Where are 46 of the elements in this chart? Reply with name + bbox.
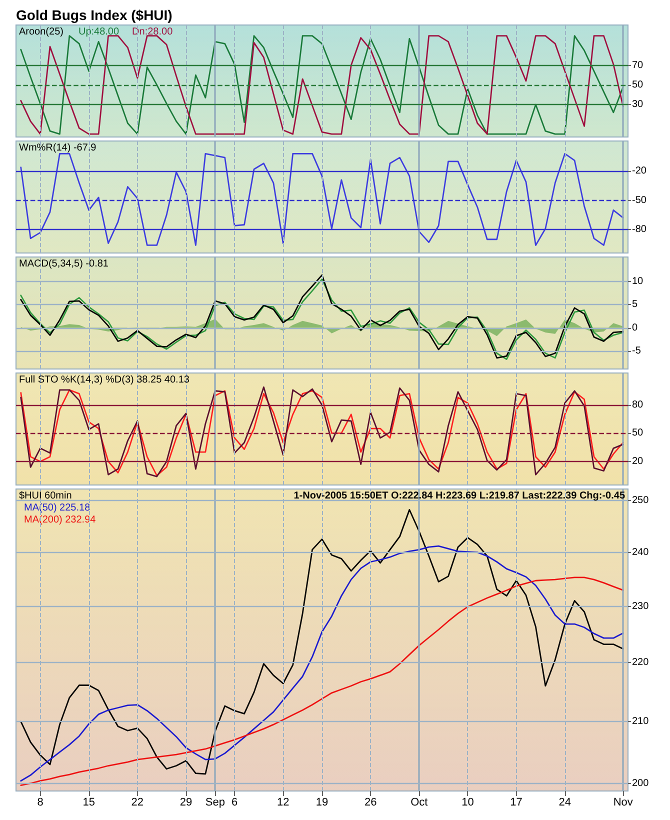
- x-tick-label: 15: [82, 796, 95, 808]
- chart-subtitle: Full STO %K(14,3) %D(3) 38.25 40.13: [19, 374, 190, 386]
- series-label: Up:48.00: [78, 26, 120, 38]
- chart-subtitle: Wm%R(14) -67.9: [19, 142, 97, 154]
- y-tick-label: -20: [632, 166, 647, 177]
- y-tick-label: 70: [632, 60, 644, 71]
- y-tick-label: 80: [632, 400, 644, 410]
- y-tick-label: 50: [632, 79, 644, 90]
- y-tick-label: 220: [632, 657, 650, 668]
- chart-subtitle: $HUI 60min: [19, 490, 72, 502]
- y-tick-label: 210: [632, 716, 650, 728]
- y-tick-label: 240: [632, 546, 650, 558]
- x-tick-label: 22: [131, 796, 144, 808]
- y-tick-label: 5: [632, 299, 638, 310]
- x-tick-label: Nov: [613, 796, 634, 808]
- y-tick-label: 0: [632, 322, 638, 334]
- chart-subtitle: Aroon(25): [19, 26, 64, 38]
- y-tick-label: -80: [632, 224, 647, 236]
- y-tick-label: -50: [632, 194, 647, 206]
- y-tick-label: 20: [632, 456, 644, 467]
- x-tick-label: 24: [558, 796, 571, 808]
- y-tick-label: 10: [632, 276, 644, 288]
- x-tick-label: 10: [462, 796, 474, 808]
- annotation: 1-Nov-2005 15:50ET O:222.84 H:223.69 L:219.87 Last:222.39 Chg:-0.45: [294, 490, 626, 502]
- x-tick-label: 17: [510, 796, 522, 808]
- x-tick-label: Sep: [205, 796, 225, 808]
- chart-title: Gold Bugs Index ($HUI): [16, 7, 172, 23]
- x-tick-label: Oct: [410, 796, 428, 808]
- x-tick-label: 8: [37, 796, 44, 808]
- y-tick-label: 30: [632, 99, 644, 110]
- x-tick-label: 6: [232, 796, 238, 808]
- x-tick-label: 26: [364, 796, 377, 808]
- y-tick-label: 50: [632, 428, 644, 439]
- y-tick-label: 250: [632, 495, 650, 506]
- series-label: Dn:28.00: [132, 26, 174, 38]
- y-tick-label: 230: [632, 600, 650, 612]
- y-tick-label: 200: [632, 778, 650, 789]
- line-series: [20, 35, 624, 135]
- y-tick-label: -5: [632, 345, 642, 356]
- x-tick-label: 19: [316, 796, 328, 808]
- text: MA(200) 232.94: [24, 514, 96, 526]
- x-tick-label: 12: [277, 796, 290, 808]
- x-tick-label: 29: [180, 796, 192, 808]
- line-series: [20, 152, 624, 246]
- text: MA(50) 225.18: [24, 502, 91, 514]
- chart-subtitle: MACD(5,34,5) -0.81: [19, 258, 109, 270]
